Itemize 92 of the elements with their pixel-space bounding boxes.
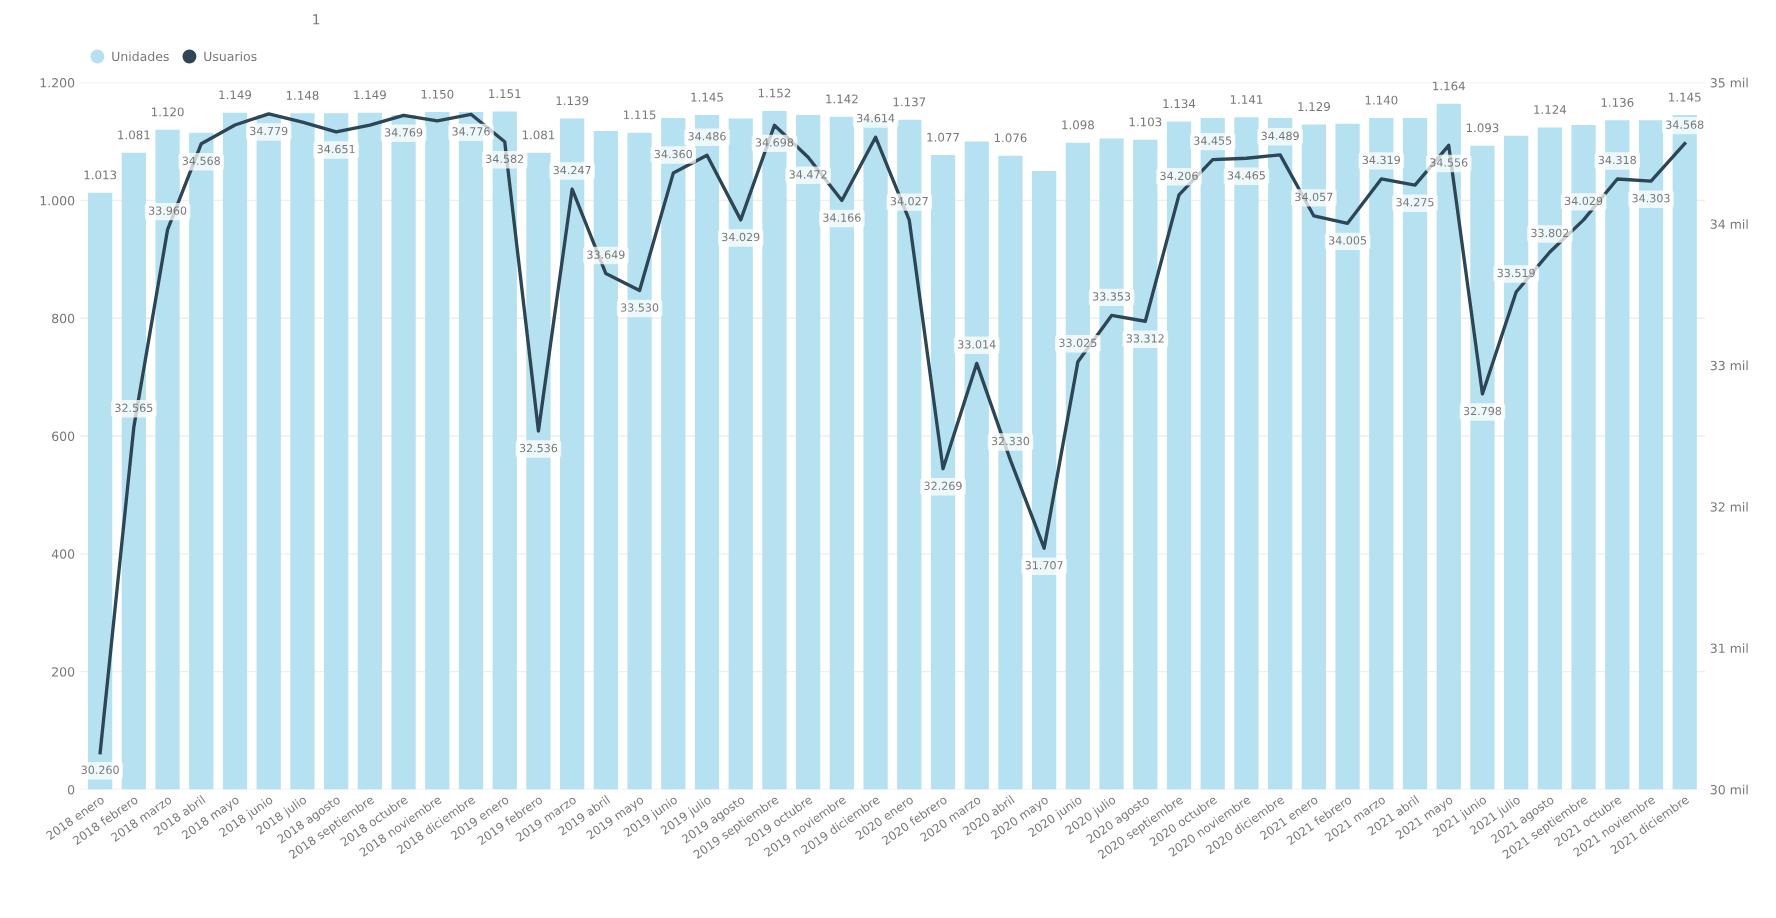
legend-label: Unidades (112, 51, 169, 62)
y2-tick-label: 31 mil (1710, 643, 1748, 654)
data-label: 1.081 (118, 130, 150, 140)
y-tick-label: 400 (51, 549, 75, 559)
data-label: 33.353 (1092, 292, 1131, 301)
data-label: 1.145 (1669, 92, 1701, 102)
data-label: 1.149 (354, 90, 386, 100)
data-label: 34.275 (1396, 197, 1434, 207)
data-label: 1.103 (1129, 117, 1162, 127)
data-label: 34.698 (755, 138, 794, 147)
data-label: 1.141 (1230, 95, 1263, 104)
data-label: 31.707 (1025, 561, 1063, 570)
data-label: 34.455 (1194, 136, 1232, 145)
data-label: 33.519 (1497, 268, 1535, 278)
data-label: 34.027 (890, 196, 928, 206)
data-label: 1.120 (151, 107, 184, 117)
y-tick-label: 200 (52, 667, 75, 677)
data-label: 34.057 (1295, 192, 1333, 202)
data-label: 1.148 (286, 90, 319, 100)
data-label: 34.247 (553, 165, 591, 175)
data-label: 34.319 (1362, 155, 1400, 165)
bar (425, 112, 450, 790)
data-label: 1.093 (1466, 123, 1499, 133)
data-label: 1.139 (556, 96, 589, 106)
data-label: 1.142 (826, 94, 858, 104)
data-label: 30.260 (81, 765, 119, 774)
y2-tick-label: 35 mil (1710, 77, 1748, 88)
data-label: 34.651 (317, 144, 355, 154)
data-label: 1.151 (489, 89, 521, 99)
data-label: 34.769 (384, 128, 423, 137)
data-label: 1.076 (994, 133, 1027, 143)
y2-tick-label: 30 mil (1710, 784, 1748, 795)
bar (290, 113, 315, 790)
data-label: 1.077 (927, 132, 959, 142)
data-label: 33.312 (1126, 334, 1164, 343)
data-label: 32.798 (1463, 406, 1502, 416)
y-tick-label: 0 (67, 784, 75, 795)
data-label: 32.536 (519, 443, 558, 453)
y-tick-label: 800 (52, 313, 75, 324)
data-label: 1.149 (219, 90, 252, 100)
data-label: 1.134 (1163, 99, 1196, 109)
data-label: 32.565 (115, 403, 153, 413)
data-label: 34.486 (688, 132, 726, 141)
legend-label: Usuarios (204, 51, 257, 62)
y-tick-label: 1.000 (40, 195, 75, 206)
data-label: 34.568 (182, 156, 220, 165)
bar (222, 112, 248, 790)
data-label: 1.115 (623, 110, 656, 120)
data-label: 33.530 (620, 303, 659, 312)
data-label: 34.318 (1598, 155, 1636, 165)
data-label: 34.779 (250, 126, 288, 136)
data-label: 33.014 (958, 340, 996, 349)
data-label: 34.556 (1430, 158, 1468, 167)
data-label: 34.614 (856, 113, 895, 123)
data-label: 1.136 (1601, 97, 1634, 107)
data-label: 34.360 (654, 149, 692, 159)
data-label: 1.098 (1062, 120, 1094, 130)
data-label: 34.005 (1328, 236, 1367, 245)
data-label: 32.269 (924, 481, 962, 490)
data-label: 1.137 (893, 97, 926, 107)
data-label: 33.802 (1531, 228, 1569, 238)
data-label: 34.465 (1227, 171, 1265, 180)
data-label: 1.129 (1298, 102, 1330, 112)
data-label: 34.029 (1565, 196, 1603, 206)
data-label: 1.150 (421, 89, 454, 99)
y2-tick-label: 34 mil (1710, 219, 1748, 229)
data-label: 1.124 (1534, 105, 1567, 114)
bar (357, 112, 382, 790)
data-label: 34.206 (1160, 171, 1198, 181)
data-label: 34.472 (789, 170, 827, 179)
data-label: 1.152 (758, 88, 791, 98)
data-label: 34.582 (486, 154, 524, 163)
data-label: 34.489 (1261, 131, 1299, 141)
data-label: 1.140 (1365, 95, 1398, 105)
chart-title: 1 (313, 14, 320, 25)
data-label: 33.025 (1059, 338, 1097, 347)
data-label: 33.649 (587, 250, 625, 259)
data-label: 34.166 (823, 213, 861, 222)
y2-tick-label: 33 mil (1710, 360, 1748, 371)
data-label: 34.776 (452, 127, 490, 136)
data-label: 34.303 (1632, 194, 1670, 203)
data-label: 1.013 (84, 170, 117, 180)
y-tick-label: 1.200 (40, 78, 75, 88)
y2-tick-label: 32 mil (1710, 501, 1748, 512)
data-label: 33.960 (148, 206, 187, 215)
data-label: 32.330 (991, 436, 1030, 446)
data-label: 1.164 (1433, 81, 1465, 91)
y-tick-label: 600 (52, 431, 75, 441)
data-label: 34.568 (1666, 120, 1704, 129)
data-label: 34.029 (722, 232, 760, 242)
data-label: 1.081 (522, 130, 555, 140)
data-label: 1.145 (691, 92, 723, 102)
